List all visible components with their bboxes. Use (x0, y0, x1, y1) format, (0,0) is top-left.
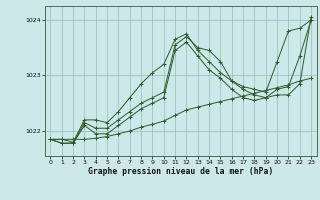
X-axis label: Graphe pression niveau de la mer (hPa): Graphe pression niveau de la mer (hPa) (88, 167, 273, 176)
